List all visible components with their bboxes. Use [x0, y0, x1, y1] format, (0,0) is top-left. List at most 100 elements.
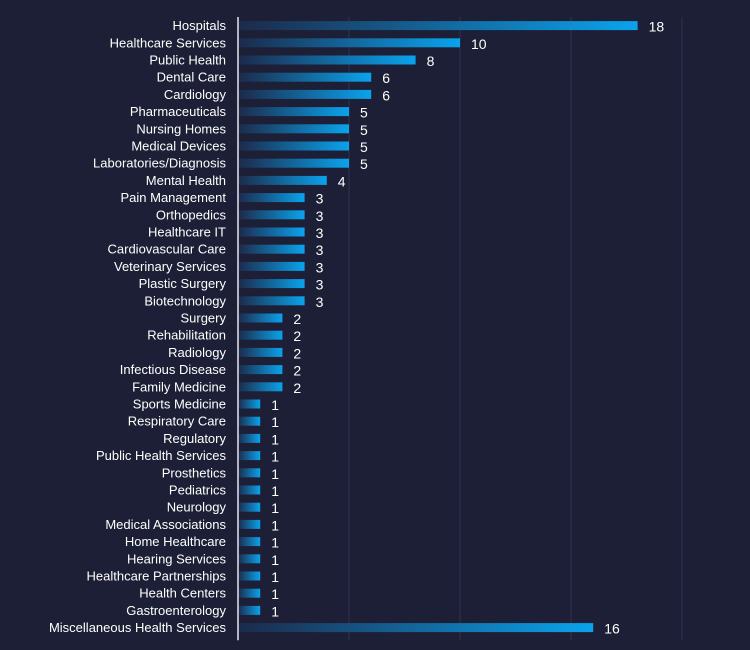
bar	[238, 623, 594, 633]
bar	[238, 519, 261, 529]
value-label: 3	[316, 242, 324, 258]
value-label: 16	[604, 621, 620, 637]
value-label: 2	[293, 345, 301, 361]
value-label: 2	[293, 363, 301, 379]
bar	[238, 382, 283, 392]
value-label: 5	[360, 122, 368, 138]
value-label: 1	[271, 552, 279, 568]
category-labels: Hospitals Healthcare Services Public Healt…	[49, 18, 227, 635]
category-label: Nursing Homes	[136, 121, 226, 136]
value-label: 6	[382, 87, 390, 103]
value-label: 1	[271, 569, 279, 585]
bar	[238, 313, 283, 323]
bar	[238, 433, 261, 443]
bar	[238, 124, 349, 134]
bar	[238, 227, 305, 237]
category-label: Gastroenterology	[126, 603, 226, 618]
bar	[238, 347, 283, 357]
bar	[238, 537, 261, 547]
value-label: 1	[271, 466, 279, 482]
bar	[238, 210, 305, 220]
bar	[238, 89, 372, 99]
category-label: Regulatory	[163, 431, 226, 446]
bar	[238, 21, 638, 31]
category-label: Dental Care	[157, 70, 226, 85]
value-label: 3	[316, 259, 324, 275]
category-label: Pharmaceuticals	[130, 104, 227, 119]
category-label: Family Medicine	[132, 379, 226, 394]
bar	[238, 365, 283, 375]
bar	[238, 468, 261, 478]
bar	[238, 107, 349, 117]
bar	[238, 261, 305, 271]
value-label: 4	[338, 173, 346, 189]
category-label: Home Healthcare	[125, 534, 226, 549]
value-label: 5	[360, 156, 368, 172]
category-label: Radiology	[168, 345, 226, 360]
value-label: 1	[271, 483, 279, 499]
bar	[238, 193, 305, 203]
value-label: 3	[316, 225, 324, 241]
category-label: Sports Medicine	[133, 397, 226, 412]
value-label: 1	[271, 431, 279, 447]
category-label: Healthcare Partnerships	[87, 569, 227, 584]
value-label: 3	[316, 191, 324, 207]
category-label: Surgery	[180, 311, 226, 326]
category-label: Miscellaneous Health Services	[49, 620, 227, 635]
category-label: Orthopedics	[156, 207, 227, 222]
value-label: 8	[427, 53, 435, 69]
category-label: Public Health	[149, 53, 226, 68]
category-label: Health Centers	[139, 586, 226, 601]
bar	[238, 141, 349, 151]
bar	[238, 55, 416, 65]
bar	[238, 175, 327, 185]
bar	[238, 296, 305, 306]
value-label: 1	[271, 603, 279, 619]
value-label: 18	[649, 19, 665, 35]
value-label: 1	[271, 449, 279, 465]
category-label: Plastic Surgery	[139, 276, 227, 291]
value-label: 3	[316, 277, 324, 293]
category-label: Hospitals	[173, 18, 227, 33]
category-label: Respiratory Care	[128, 414, 226, 429]
value-label: 1	[271, 397, 279, 413]
bar	[238, 244, 305, 254]
category-label: Healthcare IT	[148, 225, 226, 240]
category-label: Infectious Disease	[120, 362, 226, 377]
bar	[238, 279, 305, 289]
value-label: 1	[271, 517, 279, 533]
bar	[238, 38, 460, 48]
value-label: 2	[293, 380, 301, 396]
value-label: 2	[293, 328, 301, 344]
category-label: Pain Management	[120, 190, 226, 205]
value-label: 1	[271, 500, 279, 516]
category-label: Biotechnology	[144, 293, 226, 308]
bar	[238, 416, 261, 426]
bar	[238, 399, 261, 409]
bar	[238, 485, 261, 495]
gridlines	[348, 17, 683, 641]
bar	[238, 571, 261, 581]
category-label: Medical Devices	[131, 139, 226, 154]
category-label: Prosthetics	[162, 465, 227, 480]
category-label: Cardiovascular Care	[108, 242, 227, 257]
value-label: 5	[360, 105, 368, 121]
category-label: Neurology	[167, 500, 227, 515]
value-label: 1	[271, 535, 279, 551]
bar	[238, 502, 261, 512]
value-label: 3	[316, 294, 324, 310]
category-label: Healthcare Services	[110, 35, 227, 50]
value-label: 2	[293, 311, 301, 327]
category-label: Cardiology	[164, 87, 227, 102]
bar	[238, 72, 372, 82]
category-label: Medical Associations	[105, 517, 226, 532]
bar	[238, 605, 261, 615]
value-label: 6	[382, 70, 390, 86]
category-label: Pediatrics	[169, 483, 227, 498]
value-label: 5	[360, 139, 368, 155]
category-label: Public Health Services	[96, 448, 227, 463]
bar	[238, 330, 283, 340]
value-label: 1	[271, 414, 279, 430]
